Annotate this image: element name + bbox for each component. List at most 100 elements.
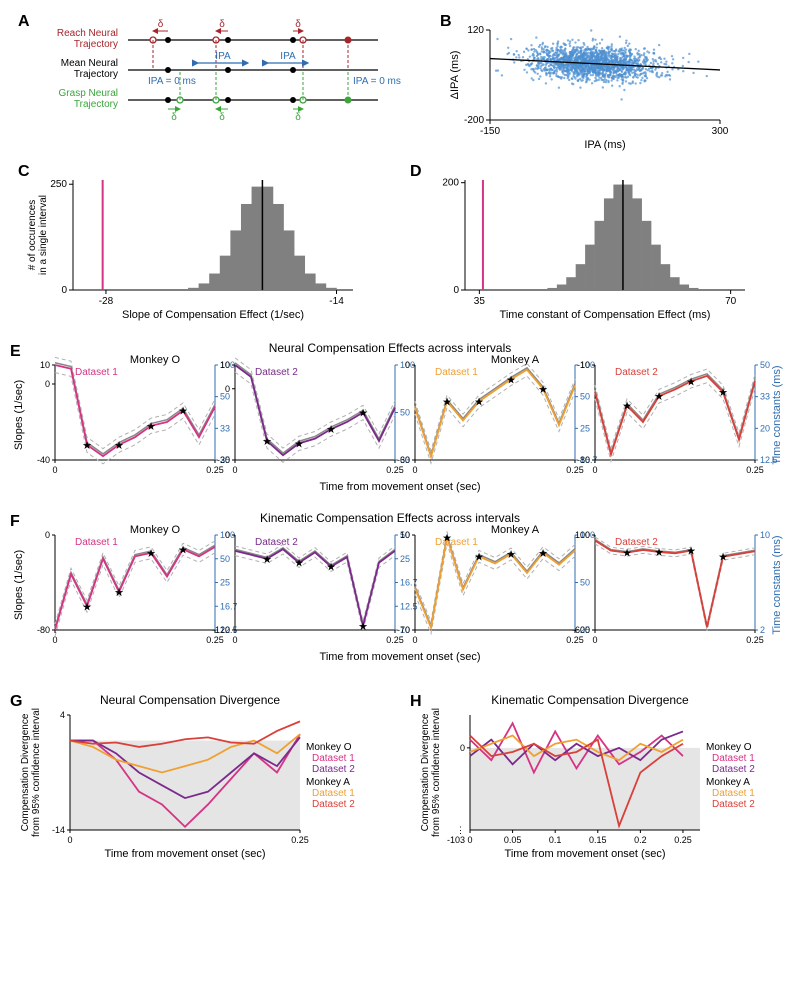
svg-text:★: ★ — [326, 562, 336, 574]
svg-text:0.25: 0.25 — [746, 635, 764, 645]
svg-text:from 95% confidence interval: from 95% confidence interval — [31, 708, 42, 837]
svg-text:δ: δ — [295, 19, 301, 30]
svg-text:★: ★ — [146, 548, 156, 560]
svg-text:0: 0 — [52, 465, 57, 475]
svg-text:4: 4 — [60, 710, 65, 720]
svg-text:★: ★ — [178, 406, 188, 418]
svg-text:70: 70 — [725, 296, 737, 307]
svg-text:⋮: ⋮ — [456, 825, 465, 835]
svg-text:0.05: 0.05 — [504, 835, 522, 845]
svg-text:50: 50 — [580, 392, 590, 402]
svg-text:★: ★ — [146, 421, 156, 433]
svg-text:★: ★ — [718, 552, 728, 564]
svg-text:Monkey A: Monkey A — [491, 524, 540, 536]
svg-text:-600: -600 — [572, 625, 590, 635]
svg-text:★: ★ — [718, 387, 728, 399]
svg-text:Kinematic Compensation Effects: Kinematic Compensation Effects across in… — [260, 511, 520, 525]
svg-text:0.25: 0.25 — [386, 465, 404, 475]
svg-text:★: ★ — [538, 548, 548, 560]
svg-text:★: ★ — [82, 601, 92, 613]
svg-text:Dataset 2: Dataset 2 — [255, 367, 298, 378]
svg-text:★: ★ — [442, 532, 452, 544]
svg-text:10: 10 — [220, 360, 230, 370]
svg-text:★: ★ — [82, 440, 92, 452]
svg-text:A: A — [18, 13, 30, 30]
svg-text:0: 0 — [67, 835, 72, 845]
svg-text:0: 0 — [453, 285, 459, 296]
svg-text:0: 0 — [592, 465, 597, 475]
svg-text:★: ★ — [506, 549, 516, 561]
svg-text:25: 25 — [580, 423, 590, 433]
svg-text:-60: -60 — [397, 455, 410, 465]
svg-text:0.25: 0.25 — [674, 835, 692, 845]
svg-text:-28: -28 — [99, 296, 114, 307]
svg-text:Trajectory: Trajectory — [74, 99, 118, 110]
svg-text:-80: -80 — [577, 455, 590, 465]
svg-text:Dataset 2: Dataset 2 — [712, 764, 755, 775]
svg-text:Dataset 2: Dataset 2 — [615, 367, 658, 378]
svg-text:20: 20 — [760, 423, 770, 433]
svg-text:Slopes (1/sec): Slopes (1/sec) — [13, 380, 25, 450]
svg-text:Monkey A: Monkey A — [706, 777, 750, 788]
svg-text:33: 33 — [760, 392, 770, 402]
svg-text:Dataset 2: Dataset 2 — [255, 537, 298, 548]
svg-text:Dataset 1: Dataset 1 — [75, 537, 118, 548]
svg-text:50: 50 — [220, 554, 230, 564]
svg-text:Dataset 2: Dataset 2 — [312, 764, 355, 775]
svg-text:25: 25 — [400, 554, 410, 564]
svg-text:★: ★ — [358, 621, 368, 633]
svg-text:0.25: 0.25 — [566, 635, 584, 645]
svg-text:H: H — [410, 693, 422, 710]
svg-text:Slope of Compensation Effect (: Slope of Compensation Effect (1/sec) — [122, 309, 304, 321]
svg-text:0: 0 — [232, 635, 237, 645]
svg-text:250: 250 — [50, 179, 67, 190]
svg-text:0.25: 0.25 — [746, 465, 764, 475]
svg-text:0.15: 0.15 — [589, 835, 607, 845]
svg-text:Monkey O: Monkey O — [706, 742, 752, 753]
svg-text:0: 0 — [460, 743, 465, 753]
svg-text:C: C — [18, 163, 30, 180]
svg-text:★: ★ — [262, 436, 272, 448]
svg-text:IPA: IPA — [215, 51, 231, 62]
svg-text:★: ★ — [654, 391, 664, 403]
svg-text:33: 33 — [220, 423, 230, 433]
svg-text:Neural Compensation Divergence: Neural Compensation Divergence — [100, 693, 280, 707]
svg-text:0: 0 — [232, 465, 237, 475]
svg-text:Time constant of Compensation: Time constant of Compensation Effect (ms… — [500, 309, 711, 321]
svg-text:★: ★ — [686, 546, 696, 558]
svg-text:★: ★ — [506, 374, 516, 386]
svg-text:200: 200 — [442, 178, 459, 189]
svg-text:Time from movement onset (sec): Time from movement onset (sec) — [320, 651, 481, 663]
svg-text:★: ★ — [114, 440, 124, 452]
svg-text:0: 0 — [412, 465, 417, 475]
svg-text:50: 50 — [400, 408, 410, 418]
svg-text:0.25: 0.25 — [566, 465, 584, 475]
figure-root: AReach NeuralTrajectoryMean NeuralTrajec… — [10, 10, 788, 973]
svg-text:0.2: 0.2 — [634, 835, 647, 845]
svg-text:300: 300 — [712, 126, 729, 137]
svg-text:Dataset 1: Dataset 1 — [312, 753, 355, 764]
svg-text:Time constants (ms): Time constants (ms) — [771, 365, 783, 464]
svg-text:IPA (ms): IPA (ms) — [584, 139, 625, 151]
svg-text:0: 0 — [45, 530, 50, 540]
svg-text:★: ★ — [686, 376, 696, 388]
svg-text:δ: δ — [295, 112, 301, 123]
svg-text:10: 10 — [40, 360, 50, 370]
svg-text:D: D — [410, 163, 422, 180]
svg-text:Kinematic Compensation Diverge: Kinematic Compensation Divergence — [491, 693, 689, 707]
svg-text:Monkey A: Monkey A — [306, 777, 350, 788]
svg-text:★: ★ — [538, 384, 548, 396]
svg-text:-40: -40 — [37, 455, 50, 465]
svg-text:0.25: 0.25 — [206, 465, 224, 475]
svg-text:ΔIPA (ms): ΔIPA (ms) — [449, 51, 461, 100]
svg-text:-70: -70 — [397, 625, 410, 635]
svg-text:0: 0 — [61, 285, 67, 296]
svg-text:-150: -150 — [480, 126, 500, 137]
svg-text:★: ★ — [358, 408, 368, 420]
svg-text:★: ★ — [622, 548, 632, 560]
svg-text:100: 100 — [575, 530, 590, 540]
svg-text:Grasp Neural: Grasp Neural — [59, 88, 118, 99]
svg-text:2: 2 — [760, 625, 765, 635]
svg-text:★: ★ — [294, 438, 304, 450]
svg-text:0.1: 0.1 — [549, 835, 562, 845]
